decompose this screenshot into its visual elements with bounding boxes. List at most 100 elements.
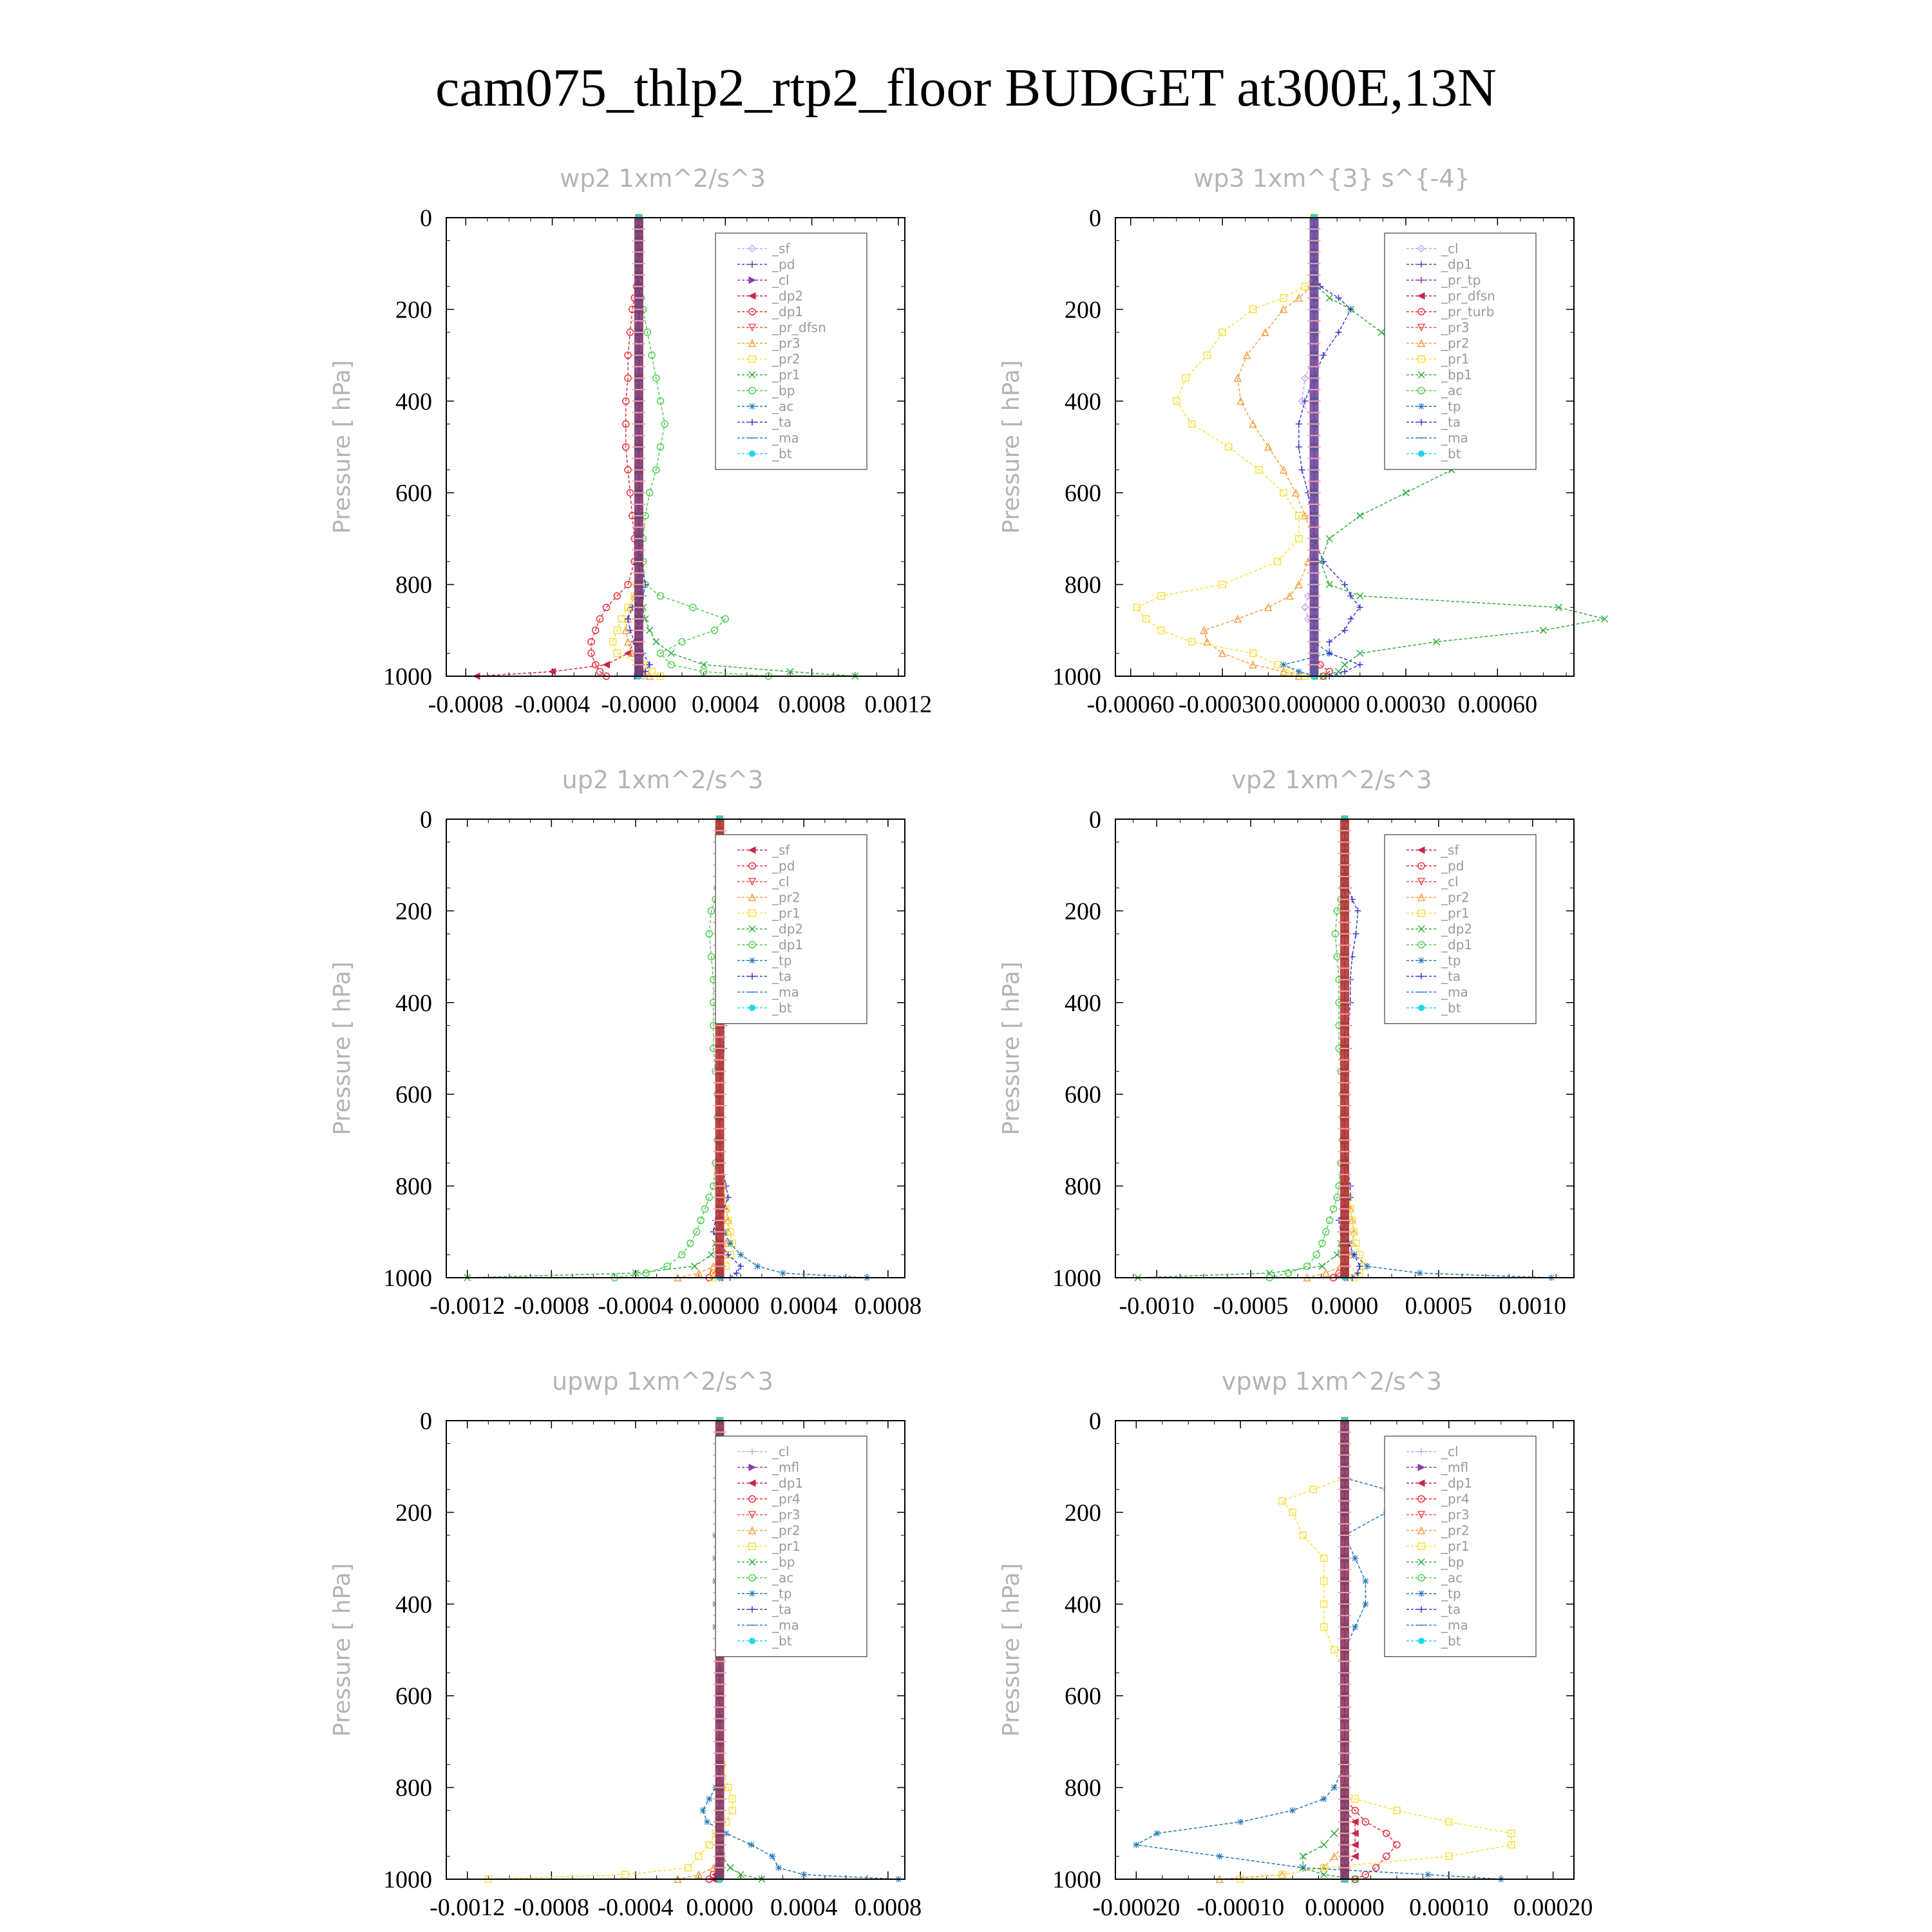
series-point-tp [699, 1807, 706, 1814]
series-point-dp1 [624, 466, 632, 474]
legend-label: _ma [1441, 1618, 1468, 1633]
plot-frame [446, 819, 905, 1278]
series-point-pr2 [1279, 667, 1288, 676]
series-point-pr1 [1309, 1486, 1318, 1493]
x-tick-label: 0.000000 [1268, 691, 1360, 718]
x-tick-label: -0.0008 [514, 1293, 589, 1320]
y-tick-label: 0 [420, 205, 432, 232]
y-axis-label: Pressure [ hPa] [329, 961, 355, 1135]
series-point-bp1 [1539, 627, 1548, 634]
y-axis-label: Pressure [ hPa] [998, 1563, 1025, 1737]
x-tick-label: -0.0004 [598, 1894, 673, 1921]
series-point-dp1 [1351, 1852, 1359, 1861]
legend-label: _tp [772, 953, 792, 969]
legend-label: _pd [772, 858, 795, 874]
y-tick-label: 1000 [383, 1265, 432, 1292]
series-line-dp1 [1269, 819, 1345, 1278]
series-point-dp1 [1312, 1251, 1320, 1259]
y-tick-label: 600 [1065, 1081, 1101, 1108]
series-point-pr2 [1291, 488, 1300, 497]
series-point-tp [1362, 1600, 1369, 1607]
series-point-tp [1352, 1624, 1359, 1631]
series-point-pr2 [1233, 374, 1242, 382]
series-point-ta [1320, 352, 1327, 359]
series-point-dp2 [1333, 1251, 1341, 1258]
series-point-pr1 [1188, 638, 1196, 646]
series-point-pr1 [1218, 580, 1226, 589]
series-point-pr1 [1351, 1795, 1359, 1803]
series-point-bp1 [1325, 581, 1333, 589]
series-point-bp1 [1325, 535, 1333, 542]
series-point-ta [1302, 397, 1309, 404]
legend-label: _dp1 [1441, 937, 1472, 952]
legend-label: _pr1 [772, 367, 800, 383]
legend: _sf_pd_cl_pr2_pr1_dp2_dp1_tp_ta_ma_bt [715, 834, 867, 1025]
series-point-ta [1352, 931, 1359, 937]
series-point-pr2 [648, 668, 656, 676]
legend-marker [748, 1479, 756, 1487]
series-point-bp [656, 592, 665, 600]
legend-marker [1418, 261, 1425, 268]
legend-marker [1417, 323, 1426, 332]
legend-marker [1417, 386, 1425, 395]
legend-marker [748, 386, 756, 395]
legend-label: _sf [772, 241, 790, 256]
legend-marker [1417, 1479, 1425, 1487]
plot-frame [1115, 1420, 1575, 1880]
legend-marker [748, 1558, 756, 1566]
legend-marker [1417, 1511, 1426, 1519]
legend-label: _bt [772, 446, 792, 462]
legend-marker [1418, 277, 1425, 283]
series-point-pr1 [1157, 627, 1165, 634]
legend-marker [748, 339, 757, 347]
series-point-pr2 [1200, 626, 1208, 634]
legend-marker [1417, 893, 1426, 902]
series-point-dp2 [690, 1262, 698, 1270]
legend-marker [749, 1606, 755, 1613]
series-point-ta [1295, 421, 1302, 428]
series-point-dp1 [705, 930, 714, 938]
x-tick-label: 0.0005 [1405, 1293, 1473, 1320]
legend-label: _pr3 [1441, 1507, 1470, 1522]
legend-label: _ta [772, 969, 791, 984]
legend-marker [1418, 973, 1425, 980]
y-tick-label: 800 [1065, 1173, 1101, 1200]
y-tick-label: 0 [420, 806, 432, 833]
legend-marker [748, 355, 756, 363]
series-point-ta [1326, 638, 1333, 645]
series-point-dp1 [624, 374, 632, 382]
series-point-pr1 [1278, 1871, 1286, 1879]
y-tick-label: 800 [395, 572, 432, 599]
series-point-ta [1356, 1263, 1363, 1270]
series-point-bp1 [1356, 592, 1364, 600]
legend-box [1384, 834, 1537, 1025]
x-tick-label: 0.0004 [692, 691, 759, 718]
legend-label: _dp1 [1441, 257, 1472, 272]
series-point-pr2 [694, 1269, 703, 1277]
x-tick-label: 0.0008 [855, 1293, 922, 1320]
legend-marker [748, 862, 756, 870]
legend: _sf_pd_cl_dp2_dp1_pr_dfsn_pr3_pr2_pr1_bp… [715, 232, 867, 470]
legend-label: _tp [1441, 953, 1461, 969]
series-point-dp1 [687, 1239, 694, 1247]
legend-box [715, 1435, 867, 1658]
series-point-pr1 [1299, 1531, 1307, 1539]
panel-1: wp2 1xm^2/s^3 Pressure [ hPa] 0 200 400 600 80… [329, 164, 932, 718]
legend-label: _cl [1441, 1444, 1459, 1459]
series-point-pr1 [1320, 1554, 1328, 1562]
x-tick-label: 0.00020 [1513, 1894, 1593, 1921]
panel-title: wp3 1xm^{3} s^{-4} [1193, 164, 1470, 193]
x-tick-label: 0.0000 [686, 1894, 753, 1921]
series-point-bp [721, 615, 729, 623]
series-point-pr1 [1320, 1623, 1328, 1631]
legend-label: _cl [1441, 241, 1459, 256]
series-point-ta [627, 627, 634, 634]
series-point-ta [1341, 581, 1348, 588]
series-point-dp1 [1303, 1262, 1311, 1270]
y-tick-label: 200 [1065, 1499, 1101, 1526]
legend-label: _mfl [1441, 1460, 1468, 1475]
legend-marker [1417, 862, 1425, 870]
y-axis-label: Pressure [ hPa] [329, 1563, 355, 1737]
series-point-tp [706, 1795, 713, 1803]
series-point-dp1 [587, 649, 595, 658]
